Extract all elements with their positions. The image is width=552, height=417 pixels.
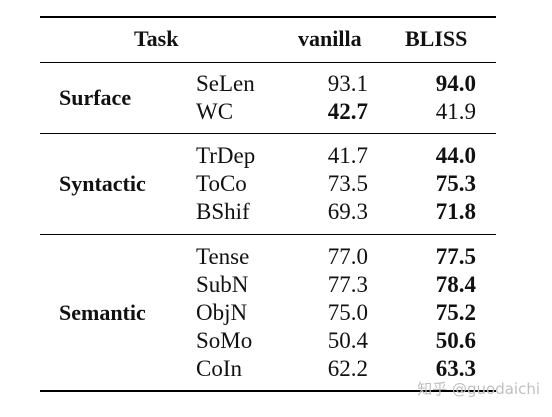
- bliss-score: 75.3: [435, 171, 476, 196]
- task-name: TrDep: [196, 143, 256, 168]
- task-name: SoMo: [196, 328, 253, 353]
- task-name: BShif: [196, 199, 250, 224]
- task-name: SeLen: [196, 71, 255, 96]
- top-rule: [40, 16, 496, 18]
- group-label-surface: Surface: [59, 85, 132, 110]
- vanilla-score: 77.3: [327, 272, 368, 297]
- vanilla-score: 41.7: [327, 143, 368, 168]
- bliss-score: 78.4: [435, 272, 476, 297]
- vanilla-score: 73.5: [327, 171, 368, 196]
- bottom-rule: [40, 390, 496, 392]
- vanilla-score: 50.4: [327, 328, 368, 353]
- vanilla-score: 62.2: [327, 356, 368, 381]
- header-task: Task: [134, 26, 179, 51]
- group-divider-1: [40, 133, 496, 134]
- bliss-score: 44.0: [435, 143, 476, 168]
- group-label-semantic: Semantic: [59, 300, 146, 325]
- bliss-score: 50.6: [435, 328, 476, 353]
- vanilla-score: 93.1: [327, 71, 368, 96]
- bliss-score: 77.5: [435, 244, 476, 269]
- task-name: ObjN: [196, 300, 248, 325]
- group-divider-2: [40, 234, 496, 235]
- bliss-score: 71.8: [435, 199, 476, 224]
- bliss-score: 41.9: [435, 99, 476, 124]
- task-name: WC: [196, 99, 234, 124]
- task-name: Tense: [196, 244, 250, 269]
- vanilla-score: 69.3: [327, 199, 368, 224]
- task-name: CoIn: [196, 356, 242, 381]
- header-vanilla: vanilla: [298, 26, 362, 51]
- bliss-score: 63.3: [435, 356, 476, 381]
- vanilla-score: 42.7: [327, 99, 368, 124]
- watermark: 知乎 @guodaichi: [417, 380, 540, 398]
- header-bliss: BLISS: [405, 26, 468, 51]
- bliss-score: 94.0: [435, 71, 476, 96]
- task-name: SubN: [196, 272, 249, 297]
- bliss-score: 75.2: [435, 300, 476, 325]
- header-rule: [40, 62, 496, 63]
- vanilla-score: 75.0: [327, 300, 368, 325]
- group-label-syntactic: Syntactic: [59, 171, 146, 196]
- task-name: ToCo: [196, 171, 247, 196]
- vanilla-score: 77.0: [327, 244, 368, 269]
